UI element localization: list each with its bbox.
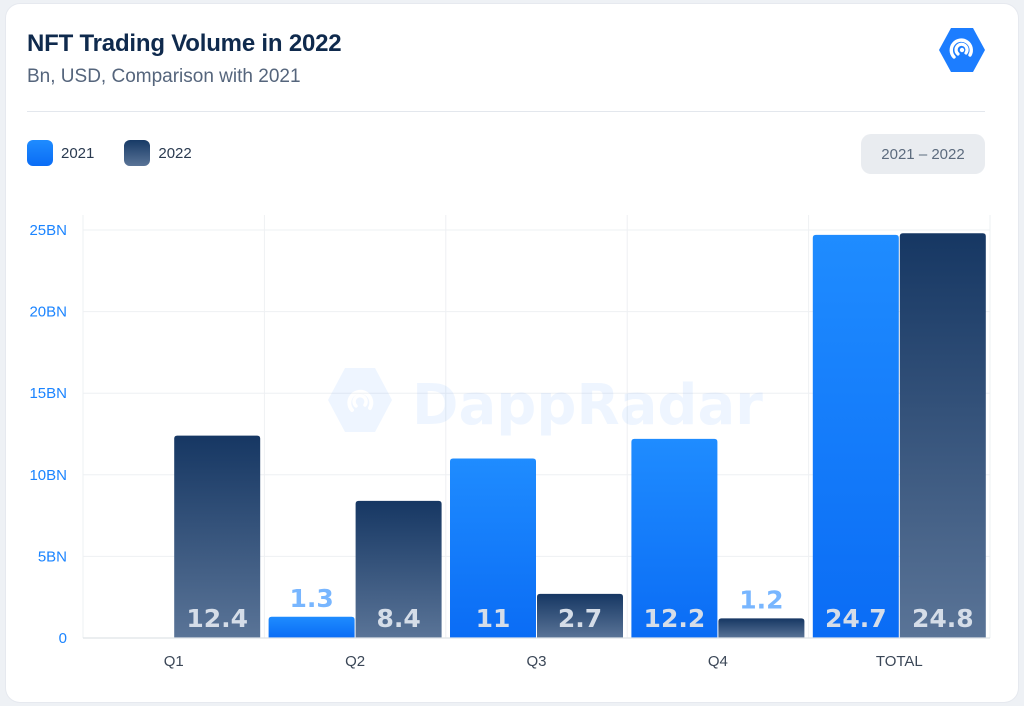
bar-2022-q1[interactable] (174, 435, 261, 638)
axis-layer: 0 5BN 10BN 15BN 20BN 25BN Q1 Q2 Q3 Q4 TOTAL (29, 222, 990, 670)
y-tick-label: 10BN (29, 467, 67, 484)
bar-value-label: 1.3 (289, 584, 333, 613)
bar-value-label: 24.8 (912, 604, 974, 633)
y-tick-label: 15BN (29, 385, 67, 402)
x-tick-label: Q2 (345, 653, 365, 670)
bar-2022-total[interactable] (899, 233, 986, 638)
legend-swatch-2022 (124, 140, 151, 166)
bar-2021-total[interactable] (812, 234, 899, 638)
bar-value-label: 12.2 (644, 604, 706, 633)
watermark-text: DappRadar (412, 373, 763, 438)
dappradar-logo-icon (939, 28, 985, 72)
chart-title: NFT Trading Volume in 2022 (27, 30, 342, 57)
y-tick-label: 25BN (29, 222, 67, 239)
bar-2021-q3[interactable] (450, 458, 536, 638)
x-tick-label: TOTAL (876, 653, 923, 670)
chart-subtitle: Bn, USD, Comparison with 2021 (27, 66, 301, 87)
bar-2021-q4[interactable] (631, 438, 718, 638)
legend-swatch-2021 (27, 140, 53, 166)
year-range-button[interactable]: 2021 – 2022 (861, 134, 985, 174)
watermark: DappRadar (328, 368, 763, 438)
bar-value-label: 12.4 (186, 604, 248, 633)
bar-value-label: 8.4 (376, 604, 420, 633)
bars-layer (174, 233, 986, 638)
bar-2022-q4[interactable] (718, 618, 805, 638)
y-tick-label: 0 (59, 630, 67, 647)
legend-item-2021[interactable]: 2021 (27, 140, 94, 166)
bar-value-label: 2.7 (558, 604, 602, 633)
x-tick-label: Q3 (526, 653, 546, 670)
bar-2021-q2[interactable] (268, 616, 355, 638)
bar-value-label: 1.2 (739, 585, 783, 614)
legend-item-2022[interactable]: 2022 (124, 140, 192, 166)
chart-legend: 2021 2022 (27, 140, 192, 166)
y-tick-label: 20BN (29, 304, 67, 321)
x-tick-label: Q4 (708, 653, 728, 670)
bar-value-label: 24.7 (825, 604, 887, 633)
header-divider (27, 111, 985, 112)
y-tick-label: 5BN (38, 548, 67, 565)
legend-label-2021: 2021 (61, 144, 95, 162)
bar-2022-q2[interactable] (355, 500, 442, 638)
bar-2022-q3[interactable] (537, 593, 623, 638)
labels-layer: 12.4 1.3 8.4 11 2.7 12.2 1.2 24.7 24.8 (186, 584, 973, 633)
bar-value-label: 11 (476, 604, 511, 633)
legend-label-2022: 2022 (158, 144, 192, 162)
x-tick-label: Q1 (164, 653, 184, 670)
